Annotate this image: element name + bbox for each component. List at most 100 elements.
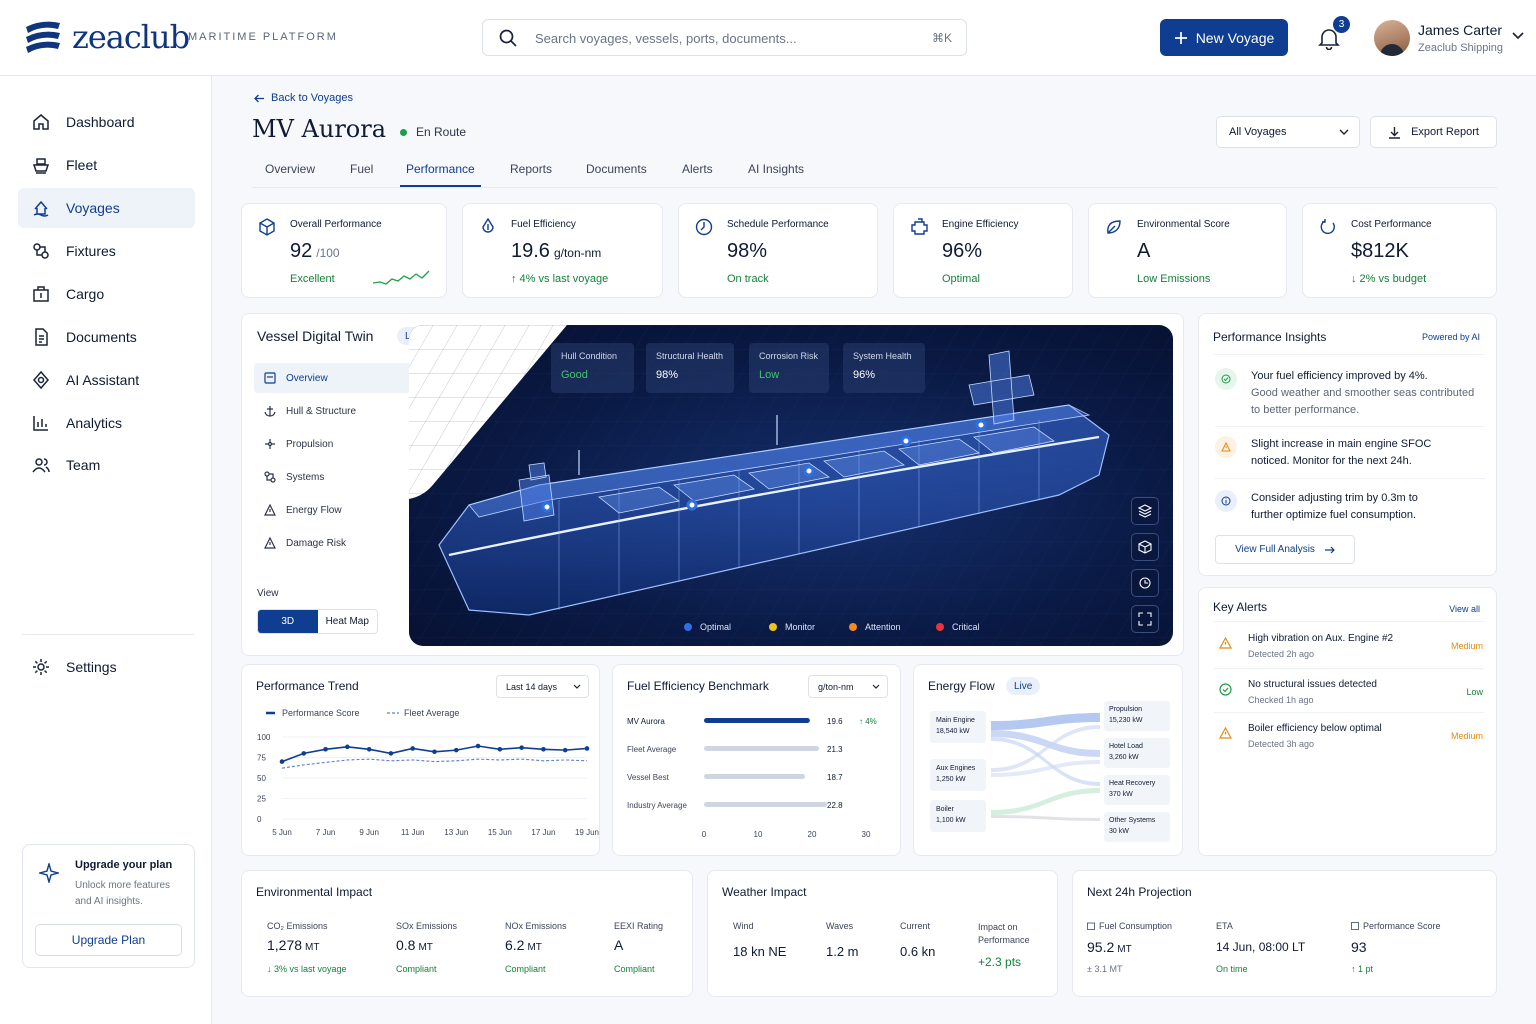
fuel-benchmark-card: Fuel Efficiency Benchmark g/ton-nm MV Au…: [612, 664, 901, 856]
systems-icon: [264, 471, 276, 483]
cost-icon: [1320, 219, 1335, 235]
legend-dot: [684, 623, 692, 631]
sidebar-item-dashboard[interactable]: Dashboard: [18, 102, 195, 142]
category-label: Industry Average: [627, 801, 687, 810]
stat-label: Corrosion Risk: [759, 351, 819, 361]
overview-icon: [264, 372, 276, 384]
environment-title: Environmental Impact: [256, 885, 373, 899]
trend-range-select[interactable]: Last 14 days: [496, 675, 589, 698]
tab-fuel[interactable]: Fuel: [350, 162, 374, 176]
upgrade-plan-button[interactable]: Upgrade Plan: [35, 924, 182, 956]
back-link-label: Back to Voyages: [271, 92, 353, 104]
sidebar-item-fleet[interactable]: Fleet: [18, 145, 195, 185]
kpi-fuel-efficiency[interactable]: Fuel Efficiency 19.6 g/ton-nm ↑ 4% vs las…: [462, 203, 663, 298]
divider: [1215, 478, 1485, 479]
projection-label: ETA: [1216, 921, 1233, 931]
fullscreen-button[interactable]: [1131, 605, 1159, 633]
tab-alerts[interactable]: Alerts: [682, 162, 713, 176]
energy-source-main-engine: Main Engine 18,540 kW: [930, 711, 986, 743]
legend-label: Optimal: [700, 622, 732, 632]
sidebar-item-voyages[interactable]: Voyages: [18, 188, 195, 228]
layers-button[interactable]: [1131, 497, 1159, 525]
weather-impact-card: Weather Impact Wind 18 kn NE Waves 1.2 m…: [707, 870, 1058, 997]
ship-3d-viewport[interactable]: Hull Condition Good Structural Health 98% …: [409, 325, 1173, 646]
view-3d-button[interactable]: 3D: [258, 610, 318, 633]
search-bar[interactable]: ⌘K: [482, 19, 967, 56]
kpi-engine-efficiency[interactable]: Engine Efficiency 96% Optimal: [893, 203, 1073, 298]
twin-menu-damage-risk[interactable]: Damage Risk: [254, 528, 411, 558]
export-report-button[interactable]: Export Report: [1370, 116, 1497, 148]
download-icon: [1389, 126, 1401, 139]
legend-label: Critical: [952, 622, 980, 632]
bell-icon[interactable]: [1318, 26, 1340, 50]
tab-ai-insights[interactable]: AI Insights: [748, 162, 805, 176]
sidebar-divider: [22, 634, 194, 635]
sidebar-item-analytics[interactable]: Analytics: [18, 403, 195, 443]
view-full-analysis-label: View Full Analysis: [1235, 544, 1315, 555]
brand-logo[interactable]: zeaclub: [22, 18, 190, 56]
sidebar-item-team[interactable]: Team: [18, 445, 195, 485]
status-label: En Route: [416, 125, 467, 139]
back-link[interactable]: Back to Voyages: [254, 92, 353, 104]
legend-dot: [936, 623, 944, 631]
bar-value-label: 21.3: [827, 745, 843, 754]
sidebar-item-fixtures[interactable]: Fixtures: [18, 231, 195, 271]
chevron-down-icon[interactable]: [1512, 32, 1524, 40]
user-name[interactable]: James Carter: [1418, 22, 1503, 38]
sidebar-item-cargo[interactable]: Cargo: [18, 274, 195, 314]
warning-icon: [264, 537, 276, 549]
performance-insights-card: Performance Insights Powered by AI Your …: [1198, 313, 1497, 576]
divider: [1215, 426, 1485, 427]
tab-performance[interactable]: Performance: [406, 162, 475, 176]
rotate-button[interactable]: [1131, 569, 1159, 597]
twin-menu-energy-flow[interactable]: Energy Flow: [254, 495, 411, 525]
search-shortcut: ⌘K: [931, 31, 952, 45]
ship-icon: [32, 158, 50, 174]
energy-node-name: Heat Recovery: [1109, 780, 1156, 787]
kpi-title: Overall Performance: [290, 219, 382, 230]
new-voyage-button[interactable]: New Voyage: [1160, 19, 1288, 56]
weather-label: Waves: [826, 921, 854, 931]
weather-label: Current: [900, 921, 931, 931]
kpi-number: 19.6: [511, 240, 550, 262]
alert-item[interactable]: Boiler efficiency below optimal Detected…: [1215, 723, 1483, 767]
tab-documents[interactable]: Documents: [586, 162, 647, 176]
trend-title: Performance Trend: [256, 679, 359, 693]
tab-reports[interactable]: Reports: [510, 162, 553, 176]
benchmark-unit-select[interactable]: g/ton-nm: [808, 675, 888, 698]
kpi-cost-performance[interactable]: Cost Performance $812K ↓ 2% vs budget: [1302, 203, 1497, 298]
energy-node-name: Other Systems: [1109, 817, 1156, 824]
page-title: MV Aurora: [252, 115, 387, 143]
alert-item[interactable]: High vibration on Aux. Engine #2 Detecte…: [1215, 633, 1483, 677]
stat-label: Hull Condition: [561, 351, 618, 361]
sidebar-item-settings[interactable]: Settings: [18, 647, 195, 687]
kpi-overall-performance[interactable]: Overall Performance 92/100 Excellent: [241, 203, 447, 298]
check-icon: [1215, 368, 1237, 390]
divider: [1213, 712, 1484, 713]
avatar[interactable]: [1374, 20, 1410, 56]
sidebar-item-documents[interactable]: Documents: [18, 317, 195, 357]
tab-overview[interactable]: Overview: [265, 162, 316, 176]
voyage-select[interactable]: All Voyages: [1216, 116, 1360, 148]
x-tick-label: 15 Jun: [488, 828, 512, 837]
twin-menu-overview[interactable]: Overview: [254, 363, 411, 393]
sidebar-item-ai-assistant[interactable]: AI Assistant: [18, 360, 195, 400]
view-heatmap-button[interactable]: Heat Map: [325, 616, 369, 627]
twin-menu-propulsion[interactable]: Propulsion: [254, 429, 411, 459]
twin-menu-systems[interactable]: Systems: [254, 462, 411, 492]
data-point: [432, 749, 437, 755]
twin-menu-hull-structure[interactable]: Hull & Structure: [254, 396, 411, 426]
alert-item[interactable]: No structural issues detected Checked 1h…: [1215, 679, 1483, 723]
search-input[interactable]: [535, 28, 905, 48]
view-all-alerts-link[interactable]: View all: [1449, 604, 1480, 614]
view-full-analysis-button[interactable]: View Full Analysis: [1215, 535, 1355, 564]
cube-button[interactable]: [1131, 533, 1159, 561]
weather-value: 0.6 kn: [900, 944, 936, 959]
energy-icon: [264, 504, 276, 516]
warning-icon: [1219, 727, 1232, 739]
bar: [704, 746, 820, 751]
kpi-schedule-performance[interactable]: Schedule Performance 98% On track: [678, 203, 878, 298]
kpi-environmental-score[interactable]: Environmental Score A Low Emissions: [1088, 203, 1287, 298]
legend-critical: Critical: [936, 622, 980, 632]
benchmark-chart: MV Aurora 19.6 Fleet Average 21.3 Vessel Bes…: [627, 717, 877, 839]
